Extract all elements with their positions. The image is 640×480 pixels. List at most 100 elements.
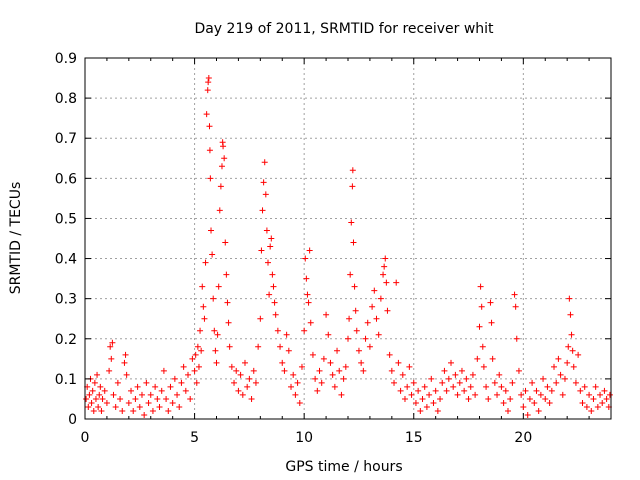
data-point (107, 343, 114, 350)
data-point (483, 383, 490, 390)
data-point (94, 371, 101, 378)
data-point (443, 387, 450, 394)
data-point (226, 343, 233, 350)
data-point (480, 363, 487, 370)
data-point (296, 399, 303, 406)
data-point (260, 179, 267, 186)
data-point (437, 395, 444, 402)
data-point (555, 355, 562, 362)
data-point (279, 359, 286, 366)
data-point (171, 375, 178, 382)
data-point (225, 319, 232, 326)
data-point (334, 347, 341, 354)
data-point (404, 383, 411, 390)
data-point (507, 395, 514, 402)
data-point (448, 359, 455, 366)
data-point (307, 319, 314, 326)
data-point (559, 391, 566, 398)
data-point (592, 383, 599, 390)
data-point (233, 367, 240, 374)
data-point (269, 271, 276, 278)
data-point (318, 379, 325, 386)
data-point (195, 363, 202, 370)
data-point (419, 395, 426, 402)
data-point (511, 291, 518, 298)
data-point (377, 295, 384, 302)
data-point (268, 235, 275, 242)
data-point (351, 283, 358, 290)
data-point (561, 375, 568, 382)
data-point (364, 319, 371, 326)
data-point (415, 387, 422, 394)
data-point (353, 327, 360, 334)
data-point (488, 319, 495, 326)
data-point (336, 367, 343, 374)
data-point (498, 383, 505, 390)
data-point (109, 339, 116, 346)
y-tick-label: 0.7 (55, 131, 77, 147)
data-point (191, 367, 198, 374)
data-point (250, 367, 257, 374)
data-point (557, 371, 564, 378)
data-point (246, 375, 253, 382)
data-point (201, 315, 208, 322)
data-point (522, 387, 529, 394)
data-point (163, 395, 170, 402)
data-point (412, 399, 419, 406)
data-point (349, 167, 356, 174)
data-point (570, 363, 577, 370)
data-point (494, 391, 501, 398)
data-point (165, 407, 172, 414)
data-point (551, 363, 558, 370)
data-point (502, 387, 509, 394)
data-point (496, 371, 503, 378)
data-point (434, 407, 441, 414)
data-point (202, 259, 209, 266)
data-point (180, 363, 187, 370)
data-point (312, 375, 319, 382)
data-point (456, 379, 463, 386)
data-point (83, 395, 90, 402)
data-point (463, 375, 470, 382)
data-point (199, 283, 206, 290)
data-point (325, 331, 332, 338)
data-point (298, 363, 305, 370)
data-point (352, 307, 359, 314)
data-point (187, 395, 194, 402)
data-point (143, 379, 150, 386)
data-point (472, 391, 479, 398)
data-point (509, 379, 516, 386)
data-point (316, 367, 323, 374)
data-point (478, 303, 485, 310)
data-point (97, 383, 104, 390)
chart-title: Day 219 of 2011, SRMTID for receiver whi… (194, 21, 494, 37)
data-point (399, 371, 406, 378)
data-point (125, 399, 132, 406)
data-point (110, 391, 117, 398)
data-point (320, 355, 327, 362)
data-point (397, 387, 404, 394)
data-point (213, 359, 220, 366)
data-point (215, 283, 222, 290)
data-point (205, 75, 212, 82)
data-point (371, 287, 378, 294)
data-point (520, 403, 527, 410)
data-point (198, 347, 205, 354)
data-point (355, 347, 362, 354)
data-point (147, 391, 154, 398)
data-point (531, 399, 538, 406)
data-point (439, 379, 446, 386)
data-point (128, 387, 135, 394)
data-point (160, 367, 167, 374)
data-point (200, 303, 207, 310)
data-point (99, 395, 106, 402)
data-point (590, 395, 597, 402)
data-point (513, 335, 520, 342)
data-point (454, 391, 461, 398)
data-point (197, 327, 204, 334)
x-tick-label: 15 (405, 430, 423, 446)
data-point (515, 367, 522, 374)
data-point (329, 371, 336, 378)
data-point (283, 331, 290, 338)
